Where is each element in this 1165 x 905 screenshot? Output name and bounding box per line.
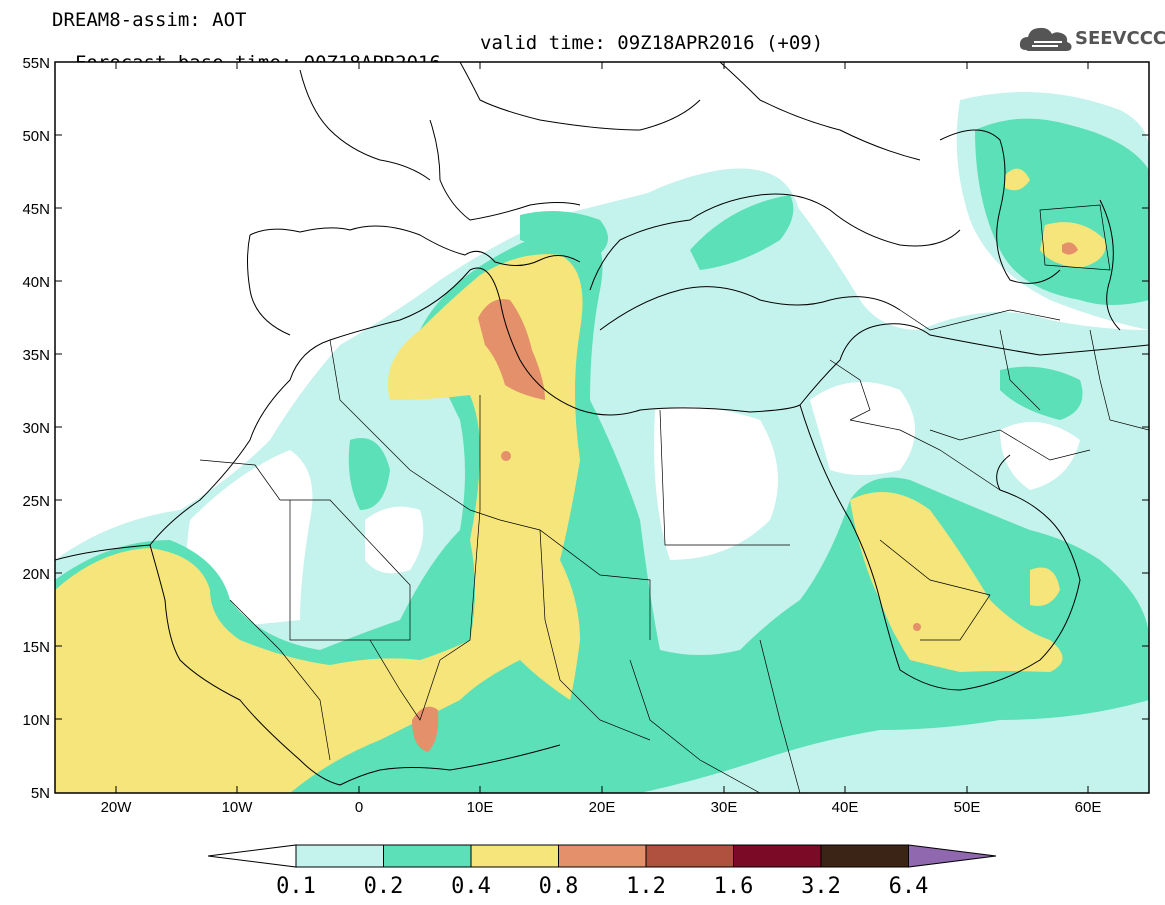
- lon-label: 20E: [589, 799, 616, 816]
- legend-arrow-low: [207, 844, 297, 868]
- legend-label: 6.4: [889, 874, 929, 899]
- map-title: DREAM8-assim: AOT: [52, 9, 247, 31]
- borders: [199, 204, 1149, 793]
- lat-label: 45N: [22, 201, 50, 218]
- aot-map: 55N 50N 45N 40N 35N 30N 25N 20N 15N 10N …: [22, 55, 1150, 816]
- legend-swatch: [558, 844, 647, 868]
- lat-label: 20N: [22, 566, 50, 583]
- lon-label: 20W: [101, 799, 133, 816]
- legend-label: 0.8: [539, 874, 579, 899]
- valid-time: valid time: 09Z18APR2016 (+09): [480, 32, 824, 54]
- lon-label: 60E: [1075, 799, 1102, 816]
- lon-label: 30E: [711, 799, 738, 816]
- lat-label: 50N: [22, 128, 50, 145]
- lat-label: 35N: [22, 347, 50, 364]
- tick-marks: [55, 61, 1149, 793]
- lat-label: 25N: [22, 493, 50, 510]
- legend-label: 1.2: [626, 874, 666, 899]
- lat-label: 55N: [22, 55, 50, 72]
- legend-arrow-high: [908, 844, 997, 868]
- latitude-labels: 55N 50N 45N 40N 35N 30N 25N 20N 15N 10N …: [22, 55, 50, 802]
- lat-label: 40N: [22, 274, 50, 291]
- seevccc-logo: SEEVCCC: [1018, 22, 1165, 56]
- logo-text: SEEVCCC: [1075, 28, 1165, 49]
- lon-label: 40E: [832, 799, 859, 816]
- legend-label: 3.2: [801, 874, 841, 899]
- lat-label: 30N: [22, 420, 50, 437]
- longitude-labels: 20W 10W 0 10E 20E 30E 40E 50E 60E: [101, 799, 1102, 816]
- lon-label: 50E: [954, 799, 981, 816]
- legend-swatch: [470, 844, 559, 868]
- legend-label: 0.4: [451, 874, 491, 899]
- legend-swatch: [645, 844, 734, 868]
- lon-label: 0: [355, 799, 363, 816]
- legend-label: 0.1: [276, 874, 316, 899]
- legend-label: 0.2: [364, 874, 404, 899]
- lat-label: 5N: [31, 785, 50, 802]
- legend-swatch: [733, 844, 822, 868]
- legend-swatch: [295, 844, 384, 868]
- lat-label: 10N: [22, 712, 50, 729]
- cloud-icon: [1019, 27, 1072, 51]
- lon-label: 10E: [467, 799, 494, 816]
- aot-field: [55, 92, 1149, 793]
- lon-label: 10W: [222, 799, 254, 816]
- coastlines: [55, 62, 1149, 786]
- legend-label: 1.6: [714, 874, 754, 899]
- lat-label: 15N: [22, 639, 50, 656]
- legend-swatch: [383, 844, 472, 868]
- legend-swatch: [820, 844, 909, 868]
